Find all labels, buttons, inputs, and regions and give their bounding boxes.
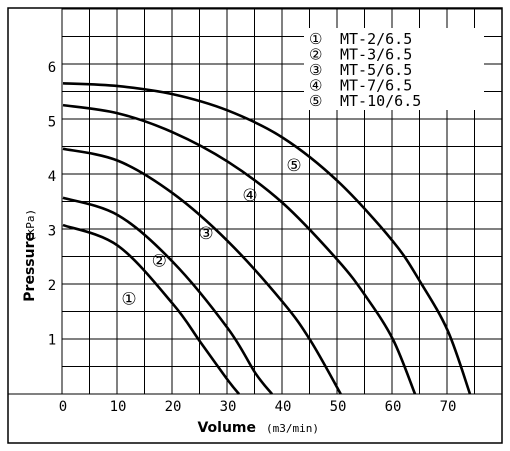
- x-tick-label: 50: [330, 399, 347, 415]
- curve-series-2: [62, 196, 274, 395]
- x-tick-label: 40: [275, 399, 292, 415]
- y-axis-title: Pressure: [22, 232, 38, 302]
- legend-entry: MT-2/6.5: [340, 30, 412, 48]
- x-tick-label: 0: [59, 399, 67, 415]
- legend-entry: MT-3/6.5: [340, 46, 412, 64]
- y-tick-label: 1: [48, 333, 56, 349]
- x-tick-labels: 0 10 20 30 40 50 60 70: [59, 399, 457, 415]
- curve-marker-label: ①: [121, 290, 136, 310]
- y-tick-labels: 1 2 3 4 5 6: [48, 60, 56, 349]
- curve-marker-label: ⑤: [286, 156, 301, 176]
- y-tick-label: 6: [48, 60, 56, 76]
- legend-marker: ②: [309, 46, 322, 64]
- curve-labels: ①② ③ ④ ⑤: [121, 156, 301, 310]
- legend-entry: MT-5/6.5: [340, 61, 412, 79]
- x-tick-label: 60: [385, 399, 402, 415]
- curve-marker-label: ④: [242, 186, 257, 206]
- legend-entry: MT-10/6.5: [340, 92, 421, 110]
- curves: [62, 82, 472, 395]
- x-tick-label: 10: [110, 399, 127, 415]
- legend-marker: ①: [309, 30, 322, 48]
- curve-marker-label: ③: [198, 224, 213, 244]
- curve-series-5: [62, 82, 472, 395]
- curve-series-3: [62, 147, 342, 395]
- legend-entry: MT-7/6.5: [340, 77, 412, 95]
- curve-series-1: [62, 223, 241, 395]
- y-tick-label: 5: [48, 115, 56, 131]
- y-axis-unit: (kPa): [24, 209, 37, 242]
- legend-background: [304, 28, 484, 110]
- legend-marker: ⑤: [309, 92, 322, 110]
- y-tick-label: 4: [48, 169, 56, 185]
- legend-marker: ③: [309, 61, 322, 79]
- y-tick-label: 2: [48, 278, 56, 294]
- curve-series-4: [62, 103, 417, 395]
- y-tick-label: 3: [48, 224, 56, 240]
- curve-marker-label: ②: [152, 251, 167, 271]
- x-tick-label: 70: [440, 399, 457, 415]
- legend: ① MT-2/6.5 ② MT-3/6.5 ③ MT-5/6.5 ④ MT-7/6.5 ⑤ MT-…: [304, 28, 484, 110]
- x-tick-label: 20: [165, 399, 182, 415]
- x-axis-title: Volume: [197, 420, 256, 436]
- x-tick-label: 30: [220, 399, 237, 415]
- legend-marker: ④: [309, 77, 322, 95]
- x-axis-unit: (m3/min): [266, 422, 319, 435]
